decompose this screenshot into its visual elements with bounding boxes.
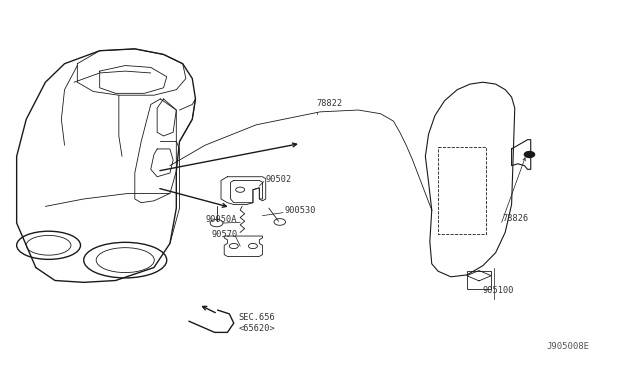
Text: 78822: 78822 [317,99,343,108]
Text: 90502: 90502 [266,174,292,183]
Text: 90050A: 90050A [205,215,237,224]
Text: <65620>: <65620> [238,324,275,333]
Text: J905008E: J905008E [547,342,589,351]
Text: SEC.656: SEC.656 [238,313,275,322]
Text: 78826: 78826 [502,214,528,223]
Bar [467,271,491,289]
Text: 905100: 905100 [483,286,515,295]
Text: 90570: 90570 [211,230,237,239]
Text: 900530: 900530 [285,206,316,215]
Circle shape [524,151,534,157]
